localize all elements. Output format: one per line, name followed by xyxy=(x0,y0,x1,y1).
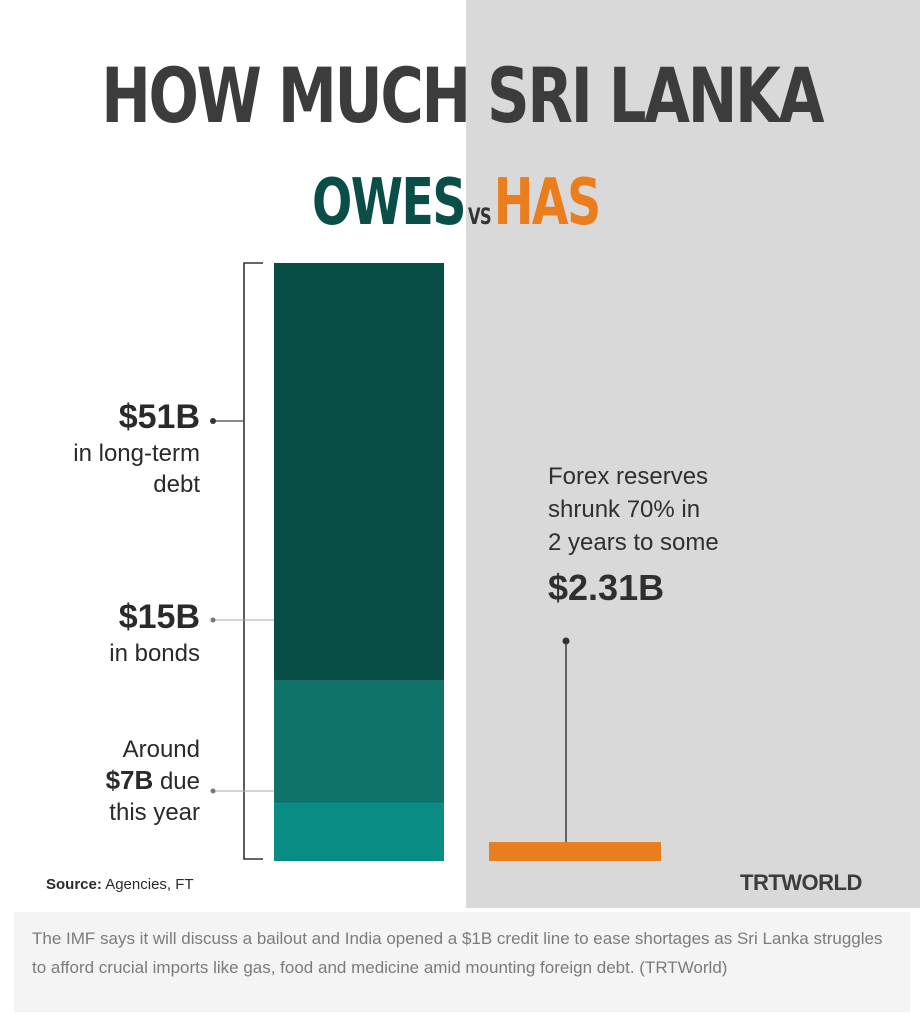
bonds-value: $15B xyxy=(118,598,200,636)
source-text: Agencies, FT xyxy=(105,876,194,893)
due-value: $7B xyxy=(105,765,154,795)
long-term-text-2: debt xyxy=(153,471,200,498)
bar-bonds xyxy=(274,680,444,804)
due-text-3: this year xyxy=(109,799,200,826)
has-label: HAS xyxy=(493,166,601,240)
annotation-group xyxy=(210,262,570,860)
connector-dot-due xyxy=(210,788,216,794)
chart-title: HOW MUCH SRI LANKA xyxy=(101,51,824,140)
chart-subtitle: OWES VSHAS xyxy=(115,158,796,264)
owes-label: OWES xyxy=(311,166,467,240)
infographic: HOW MUCH SRI LANKA OWES VSHAS $51B in lon… xyxy=(20,0,920,908)
bar-forex-reserves xyxy=(489,842,661,861)
forex-line-2: shrunk 70% in xyxy=(548,496,701,523)
bars-group xyxy=(274,263,661,861)
long-term-text-1: in long-term xyxy=(73,440,200,467)
forex-value: $2.31B xyxy=(548,567,665,608)
due-text-2: due xyxy=(159,768,200,795)
forex-line-3: 2 years to some xyxy=(548,529,719,556)
source-note: Source: Agencies, FT xyxy=(46,876,194,893)
vs-label: VS xyxy=(467,205,492,230)
has-panel-background xyxy=(466,0,920,908)
bracket-line xyxy=(243,262,263,860)
chart-svg xyxy=(210,262,661,861)
due-text-1: Around xyxy=(122,736,200,763)
bar-long-term-debt xyxy=(274,263,444,681)
due-this-year-label: Around $7B due this year xyxy=(20,734,200,828)
connector-dot-bonds xyxy=(210,617,216,623)
forex-line-1: Forex reserves xyxy=(548,463,709,490)
connector-dot-long-term xyxy=(210,418,216,424)
long-term-value: $51B xyxy=(118,398,200,436)
image-caption: The IMF says it will discuss a bailout a… xyxy=(14,912,910,1012)
long-term-debt-label: $51B in long-term debt xyxy=(20,396,200,500)
forex-pointer-dot xyxy=(562,637,570,645)
brand-logo: TRTWORLD xyxy=(740,870,862,895)
bonds-label: $15B in bonds xyxy=(20,596,200,669)
bar-due-this-year xyxy=(274,803,444,861)
source-label: Source: xyxy=(46,876,102,893)
forex-label: Forex reserves shrunk 70% in 2 years to … xyxy=(548,460,848,613)
bonds-text: in bonds xyxy=(109,640,200,667)
